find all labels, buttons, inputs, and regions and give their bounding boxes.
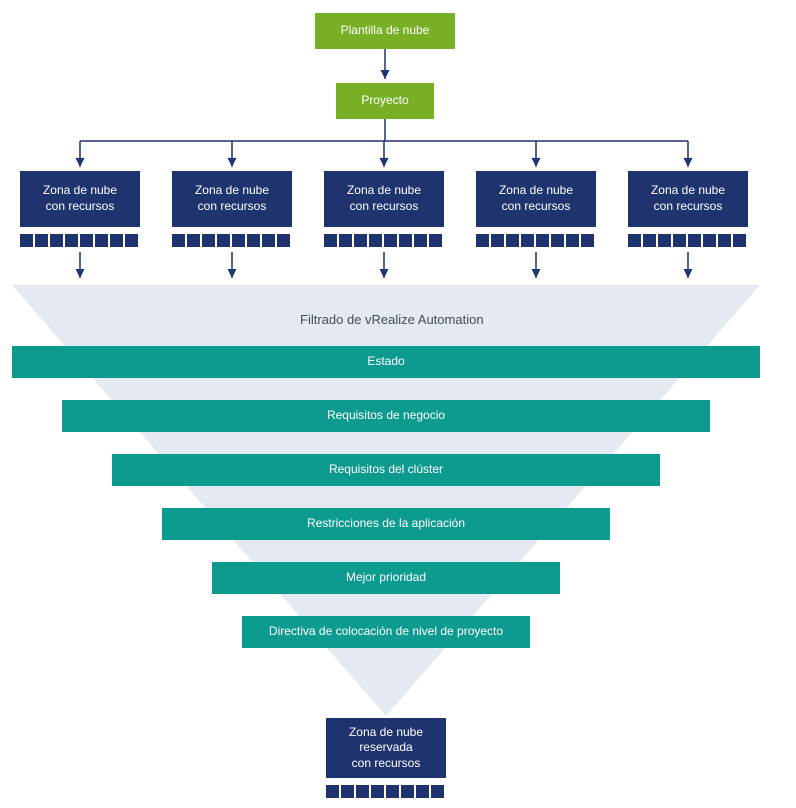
node-label: Zona de nubecon recursos [43, 183, 117, 214]
filter-requisitos-cluster: Requisitos del clúster [112, 454, 660, 486]
filter-estado: Estado [12, 346, 760, 378]
filter-mejor-prioridad: Mejor prioridad [212, 562, 560, 594]
resources-row-2 [172, 234, 290, 247]
filter-label: Mejor prioridad [346, 570, 426, 586]
filter-restricciones-aplicacion: Restricciones de la aplicación [162, 508, 610, 540]
filter-directiva-colocacion: Directiva de colocación de nivel de proy… [242, 616, 530, 648]
node-label: Zona de nube reservada con recursos [349, 725, 423, 772]
node-label: Plantilla de nube [341, 23, 430, 39]
node-zona-3: Zona de nubecon recursos [324, 171, 444, 227]
resources-row-5 [628, 234, 746, 247]
resources-row-3 [324, 234, 442, 247]
node-label: Zona de nubecon recursos [651, 183, 725, 214]
filter-label: Estado [367, 354, 404, 370]
node-label: Zona de nubecon recursos [195, 183, 269, 214]
node-label: Proyecto [361, 93, 408, 109]
resources-row-1 [20, 234, 138, 247]
node-plantilla-de-nube: Plantilla de nube [315, 13, 455, 49]
resources-row-result [326, 785, 444, 798]
node-zona-5: Zona de nubecon recursos [628, 171, 748, 227]
node-zona-4: Zona de nubecon recursos [476, 171, 596, 227]
filter-label: Requisitos de negocio [327, 408, 445, 424]
node-label: Zona de nubecon recursos [347, 183, 421, 214]
filter-label: Requisitos del clúster [329, 462, 443, 478]
node-zona-1: Zona de nubecon recursos [20, 171, 140, 227]
resources-row-4 [476, 234, 594, 247]
diagram-stage: Plantilla de nube Proyecto Zona de nubec… [0, 0, 796, 808]
filter-label: Directiva de colocación de nivel de proy… [269, 624, 503, 640]
funnel-title: Filtrado de vRealize Automation [300, 312, 484, 327]
node-zona-reservada: Zona de nube reservada con recursos [326, 718, 446, 778]
node-proyecto: Proyecto [336, 83, 434, 119]
filter-label: Restricciones de la aplicación [307, 516, 465, 532]
node-label: Zona de nubecon recursos [499, 183, 573, 214]
node-zona-2: Zona de nubecon recursos [172, 171, 292, 227]
filter-requisitos-negocio: Requisitos de negocio [62, 400, 710, 432]
